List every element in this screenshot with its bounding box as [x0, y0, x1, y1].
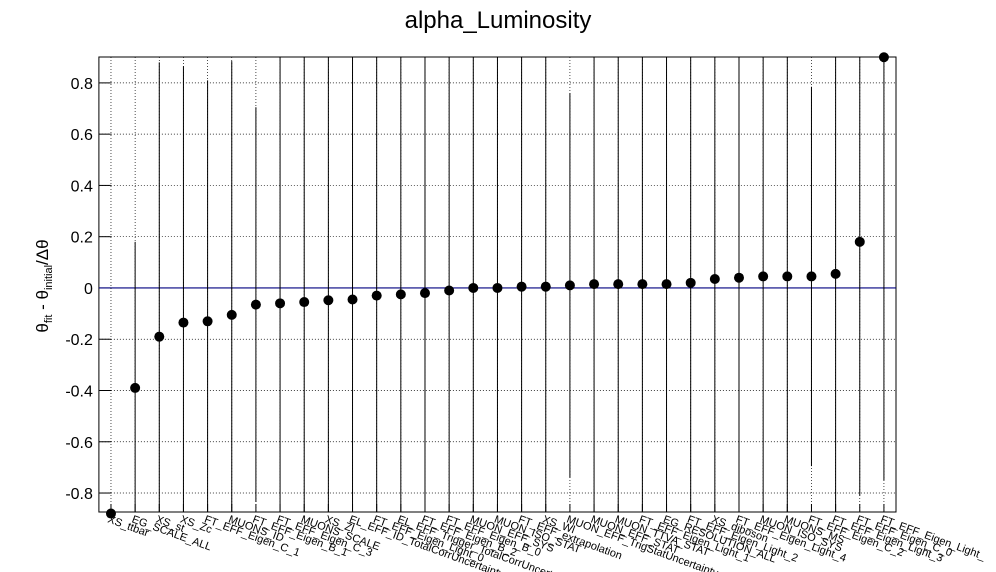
- y-label-part: fit: [43, 315, 55, 324]
- point: [854, 236, 865, 247]
- y-axis-label: θfit - θinitial/Δθ: [33, 239, 55, 332]
- point: [661, 279, 672, 290]
- y-label-part: /Δθ: [33, 239, 52, 265]
- point: [468, 282, 479, 293]
- point: [733, 272, 744, 283]
- point: [878, 52, 889, 63]
- point: [685, 277, 696, 288]
- y-tick-label: -0.2: [65, 332, 93, 349]
- point: [395, 289, 406, 300]
- point: [154, 331, 165, 342]
- point: [516, 281, 527, 292]
- y-tick-label: 0: [84, 281, 93, 298]
- point: [371, 290, 382, 301]
- point: [323, 295, 334, 306]
- point: [709, 273, 720, 284]
- y-tick-label: 0.2: [71, 230, 93, 247]
- chart-title: alpha_Luminosity: [405, 7, 592, 34]
- point: [226, 309, 237, 320]
- y-tick-label: 0.8: [71, 76, 93, 93]
- y-label-part: θ: [33, 323, 52, 332]
- point: [492, 282, 503, 293]
- point: [250, 299, 261, 310]
- y-label-part: - θ: [33, 290, 52, 315]
- point: [782, 271, 793, 282]
- point: [830, 268, 841, 279]
- y-tick-label: -0.6: [65, 435, 93, 452]
- y-tick-label: -0.4: [65, 383, 93, 400]
- point: [540, 281, 551, 292]
- y-tick-label: 0.6: [71, 127, 93, 144]
- point: [637, 279, 648, 290]
- point: [178, 317, 189, 328]
- point: [275, 298, 286, 309]
- point: [589, 279, 600, 290]
- point: [444, 285, 455, 296]
- point: [130, 382, 141, 393]
- point: [613, 279, 624, 290]
- y-tick-label: 0.4: [71, 178, 93, 195]
- point: [419, 288, 430, 299]
- point: [806, 271, 817, 282]
- point: [758, 271, 769, 282]
- y-label-part: initial: [43, 265, 55, 290]
- point: [564, 280, 575, 291]
- point: [347, 294, 358, 305]
- point: [299, 297, 310, 308]
- point: [202, 316, 213, 327]
- point: [105, 508, 116, 519]
- y-tick-label: -0.8: [65, 486, 93, 503]
